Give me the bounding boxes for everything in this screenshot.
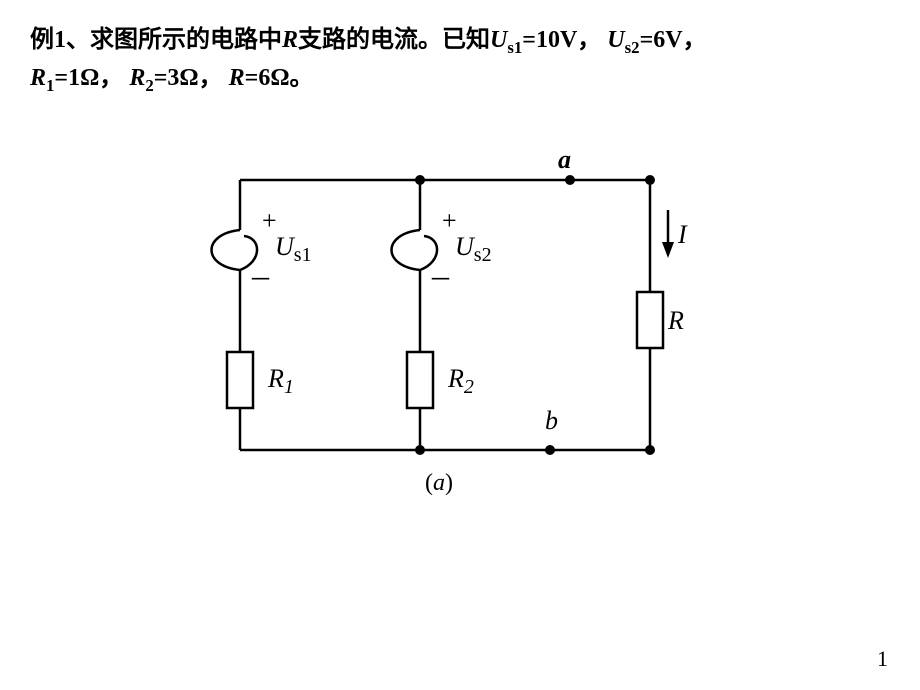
src1-minus: _ xyxy=(252,246,269,284)
src1-sub: s1 xyxy=(294,244,312,266)
sub-r2: 2 xyxy=(145,76,153,95)
var-r1: R xyxy=(30,65,46,91)
src2-minus: _ xyxy=(432,246,449,284)
src2-sub: s2 xyxy=(474,244,492,266)
var-us2: U xyxy=(607,27,624,53)
var-us1: U xyxy=(490,27,507,53)
r1-label: R1 xyxy=(268,364,294,399)
r2-label: R2 xyxy=(448,364,474,399)
r1-sub: 1 xyxy=(284,376,294,398)
src1-u: U xyxy=(275,232,294,261)
problem-statement: 例1、求图所示的电路中R支路的电流。已知Us1=10V， Us2=6V， R1=… xyxy=(30,22,890,98)
val-r2: =3Ω， xyxy=(154,65,223,91)
text-part: 支路的电流。已知 xyxy=(298,27,490,53)
caption-a: a xyxy=(433,470,445,496)
r-label: R xyxy=(668,306,684,336)
val-r1: =1Ω， xyxy=(54,65,123,91)
sub-s1: s1 xyxy=(507,38,522,57)
val-us1: =10V， xyxy=(522,27,601,53)
figure-caption: (a) xyxy=(425,470,453,497)
src2-u: U xyxy=(455,232,474,261)
r1-r: R xyxy=(268,364,284,393)
page-number: 1 xyxy=(877,646,888,672)
r2-sub: 2 xyxy=(464,376,474,398)
text-part: 例1、求图所示的电路中 xyxy=(30,27,282,53)
r2-r: R xyxy=(448,364,464,393)
src2-label: Us2 xyxy=(455,232,492,267)
src1-label: Us1 xyxy=(275,232,312,267)
node-a-label: a xyxy=(558,145,571,175)
node-b-label: b xyxy=(545,406,558,436)
var-r2: R xyxy=(129,65,145,91)
var-r: R xyxy=(282,27,298,53)
circuit-diagram: a b + _ Us1 + _ Us2 R1 R2 R I (a) xyxy=(210,150,690,530)
val-us2: =6V， xyxy=(640,27,707,53)
sub-s2: s2 xyxy=(625,38,640,57)
val-rr: =6Ω。 xyxy=(245,65,314,91)
current-i-label: I xyxy=(678,220,687,250)
var-rr: R xyxy=(229,65,245,91)
